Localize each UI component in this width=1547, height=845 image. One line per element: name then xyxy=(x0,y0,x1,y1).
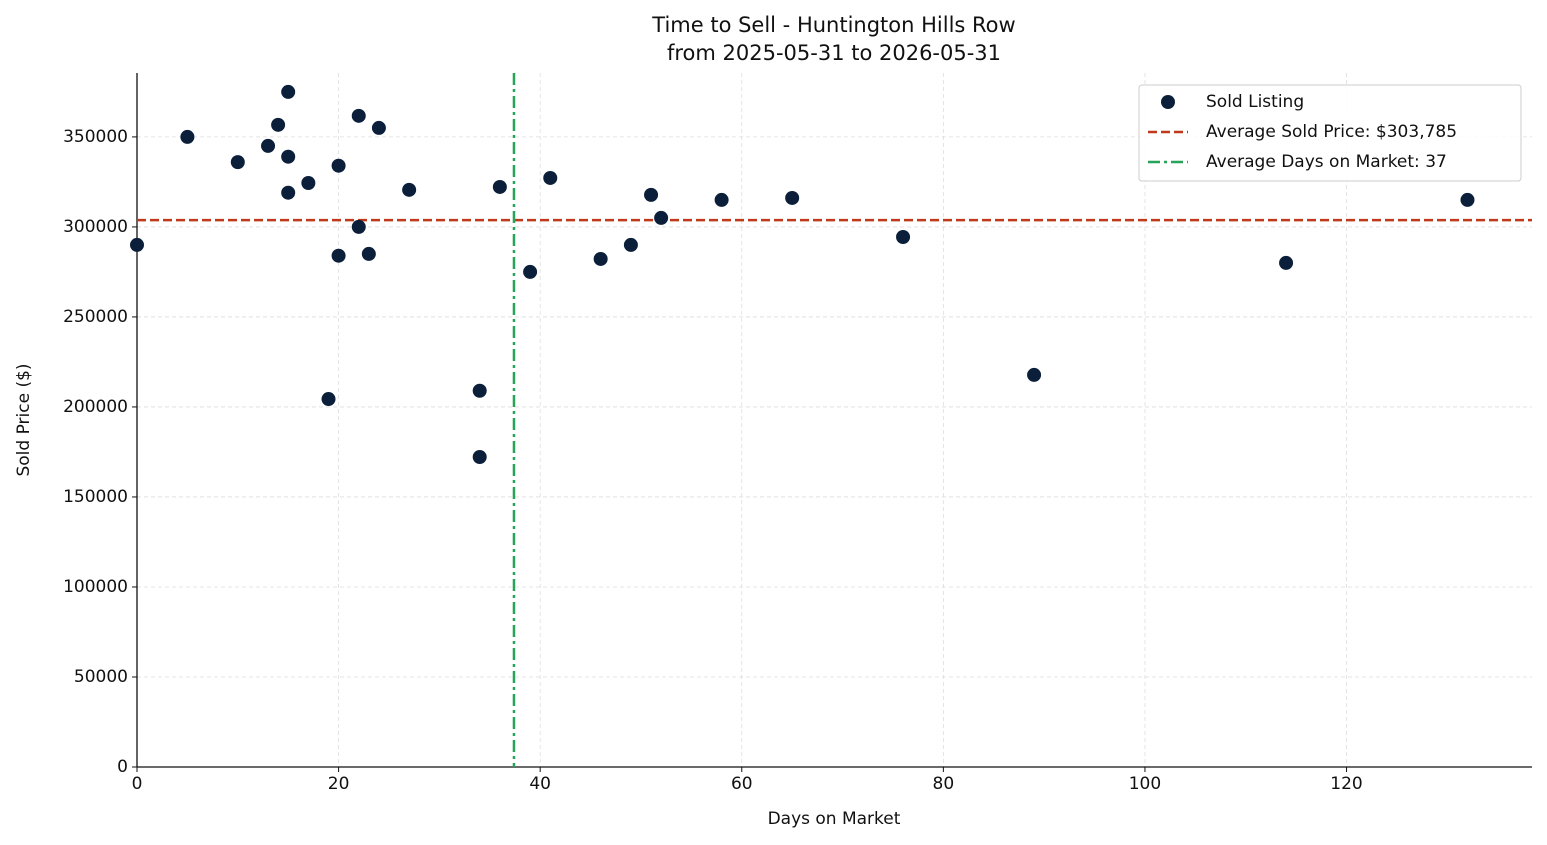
point xyxy=(281,84,296,99)
point xyxy=(361,246,376,261)
point xyxy=(281,185,296,200)
x-axis-label: Days on Market xyxy=(768,809,901,829)
x-tick-label: 20 xyxy=(328,774,350,794)
point xyxy=(230,155,245,170)
point xyxy=(301,175,316,190)
point xyxy=(644,187,659,202)
point xyxy=(281,149,296,164)
point xyxy=(523,264,538,279)
point xyxy=(1027,367,1042,382)
point xyxy=(896,230,911,245)
point xyxy=(714,192,729,207)
x-tick-label: 120 xyxy=(1330,774,1362,794)
point xyxy=(472,449,487,464)
y-axis-label: Sold Price ($) xyxy=(14,363,34,476)
point xyxy=(472,383,487,398)
point xyxy=(543,170,558,185)
point xyxy=(654,210,669,225)
chart-title: Time to Sell - Huntington Hills Row xyxy=(651,13,1015,37)
point xyxy=(785,190,800,205)
point xyxy=(371,120,386,135)
point xyxy=(351,108,366,123)
point xyxy=(402,182,417,197)
y-tick-label: 50000 xyxy=(74,667,128,687)
point xyxy=(331,158,346,173)
legend-marker xyxy=(1161,95,1175,109)
legend-label: Average Days on Market: 37 xyxy=(1206,152,1447,172)
point xyxy=(1279,255,1294,270)
point xyxy=(130,237,144,252)
y-tick-label: 250000 xyxy=(63,307,128,327)
point xyxy=(180,129,195,144)
chart-subtitle: from 2025-05-31 to 2026-05-31 xyxy=(667,41,1001,65)
point xyxy=(1460,192,1475,207)
point xyxy=(623,237,638,252)
y-tick-label: 200000 xyxy=(63,397,128,417)
y-tick-label: 100000 xyxy=(63,577,128,597)
point xyxy=(492,179,507,194)
x-tick-label: 80 xyxy=(933,774,955,794)
y-tick-label: 300000 xyxy=(63,217,128,237)
x-tick-label: 40 xyxy=(529,774,551,794)
point xyxy=(261,138,276,153)
legend-label: Sold Listing xyxy=(1206,92,1304,112)
point xyxy=(593,251,608,266)
point xyxy=(271,117,286,132)
y-tick-label: 0 xyxy=(117,757,128,777)
point xyxy=(321,392,336,407)
legend-label: Average Sold Price: $303,785 xyxy=(1206,122,1457,142)
point xyxy=(351,219,366,234)
y-tick-label: 150000 xyxy=(63,487,128,507)
x-tick-label: 100 xyxy=(1129,774,1161,794)
legend-box xyxy=(1138,84,1522,182)
point xyxy=(331,248,346,263)
y-tick-label: 350000 xyxy=(63,127,128,147)
x-tick-label: 60 xyxy=(731,774,753,794)
x-tick-label: 0 xyxy=(132,774,143,794)
